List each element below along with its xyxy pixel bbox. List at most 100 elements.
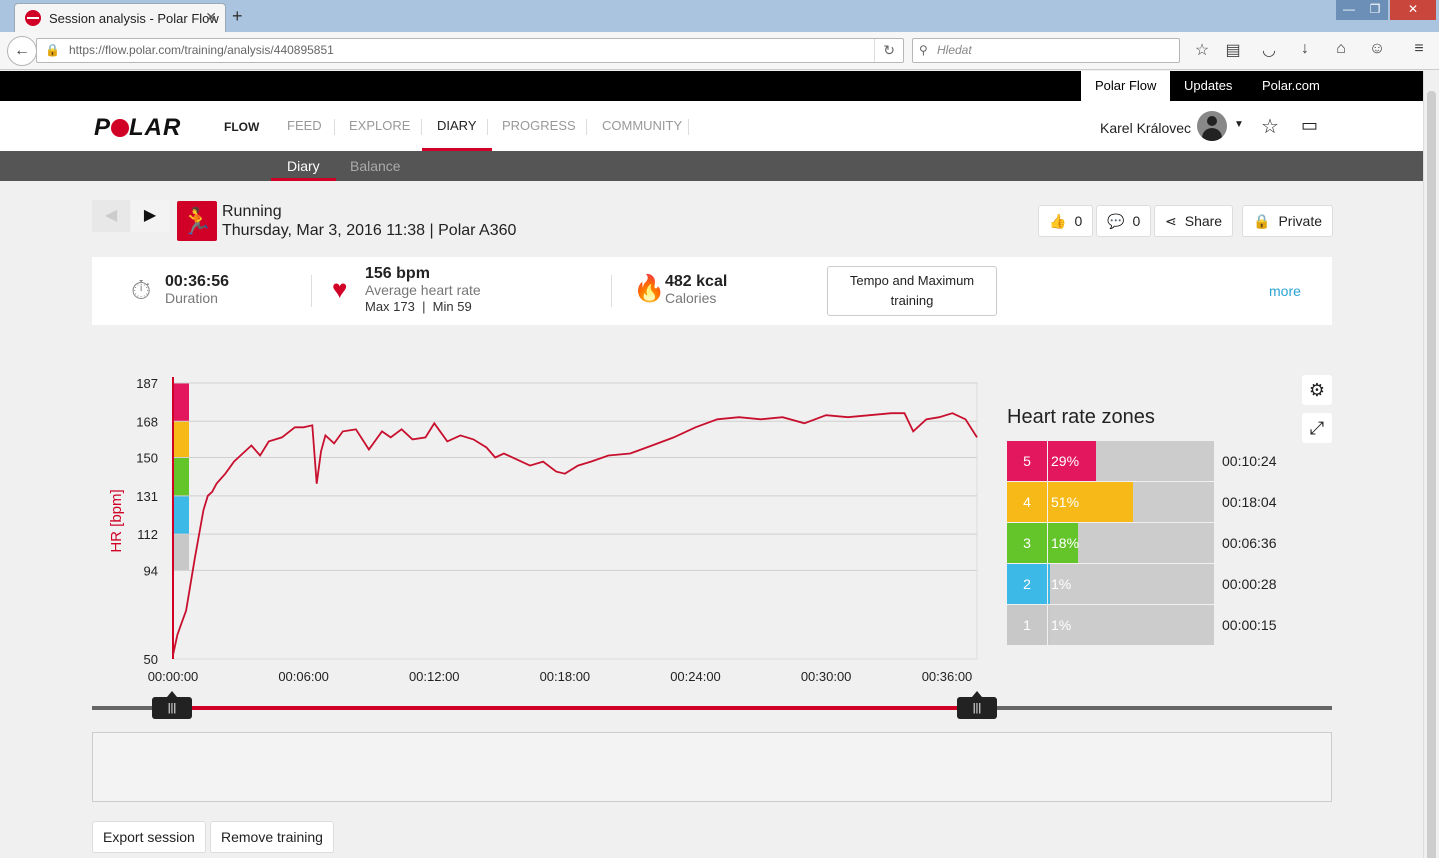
summary-divider (311, 275, 312, 307)
close-tab-icon[interactable]: ✕ (205, 9, 217, 25)
stopwatch-icon: ⏱ (131, 275, 152, 305)
flame-icon: 🔥 (633, 273, 666, 303)
zone-time: 00:18:04 (1222, 494, 1277, 510)
more-link[interactable]: more (1269, 283, 1301, 299)
link-polar-flow[interactable]: Polar Flow (1081, 71, 1171, 101)
avatar[interactable] (1197, 111, 1227, 141)
nav-divider (688, 119, 689, 135)
messages-icon[interactable]: ▭ (1301, 115, 1319, 135)
range-end-handle[interactable]: ||| (957, 691, 997, 719)
y-axis-label: HR [bpm] (108, 489, 125, 552)
zone-number: 3 (1007, 523, 1047, 563)
reading-list-icon[interactable]: ▤ (1225, 42, 1241, 59)
polar-logo[interactable]: P LAR (94, 114, 182, 141)
zone-bar-fill (1048, 441, 1096, 481)
export-session-button[interactable]: Export session (92, 821, 206, 853)
y-tick-label: 187 (136, 376, 158, 391)
y-tick-label: 150 (136, 451, 158, 466)
page-scrollbar[interactable] (1423, 71, 1439, 858)
pocket-icon[interactable]: ◡ (1262, 42, 1276, 59)
scrollbar-thumb[interactable] (1427, 91, 1436, 858)
zone-row-1: 1 1% 00:00:15 (1007, 605, 1277, 645)
nav-diary[interactable]: DIARY (422, 101, 492, 151)
home-icon[interactable]: ⌂ (1336, 40, 1346, 57)
zone-bar-fill (1048, 564, 1050, 604)
previous-session-button[interactable]: ◀ (92, 200, 130, 232)
user-name[interactable]: Karel Královec (1100, 120, 1192, 136)
share-label: Share (1184, 213, 1223, 229)
avg-hr-label: Average heart rate (365, 282, 481, 298)
link-polar-com[interactable]: Polar.com (1262, 78, 1320, 93)
chevron-down-icon[interactable]: ▼ (1234, 119, 1244, 130)
favorites-star-icon[interactable]: ☆ (1261, 116, 1279, 138)
restore-icon[interactable]: ❐ (1362, 0, 1388, 20)
nav-divider (487, 119, 488, 135)
avg-hr-value: 156 bpm (365, 265, 430, 282)
zone-row-3: 3 18% 00:06:36 (1007, 523, 1277, 563)
browser-titlebar: Session analysis - Polar Flow ✕ + — ❐ ✕ (0, 0, 1439, 32)
running-icon: 🏃 (177, 201, 217, 241)
range-selection[interactable] (172, 706, 977, 710)
bookmark-star-icon[interactable]: ☆ (1194, 42, 1210, 59)
subnav-balance[interactable]: Balance (350, 158, 401, 174)
sub-navigation: Diary Balance (0, 151, 1423, 181)
zone-bar-track: 1% (1048, 564, 1214, 604)
comment-button[interactable]: 💬 0 (1096, 205, 1152, 237)
nav-progress[interactable]: PROGRESS (502, 118, 576, 133)
remove-training-button[interactable]: Remove training (210, 821, 334, 853)
calories-value: 482 kcal (665, 273, 728, 290)
x-tick-label: 00:24:00 (670, 669, 721, 684)
share-button[interactable]: ⋖ Share (1154, 205, 1234, 237)
window-close-icon[interactable]: ✕ (1390, 0, 1436, 20)
download-icon[interactable]: ↓ (1301, 40, 1309, 57)
fullscreen-expand-icon[interactable]: ⤢ (1302, 413, 1332, 443)
nav-explore[interactable]: EXPLORE (349, 118, 411, 133)
zone-bar-track: 1% (1048, 605, 1214, 645)
zone-bar-track: 18% (1048, 523, 1214, 563)
zone-row-2: 2 1% 00:00:28 (1007, 564, 1277, 604)
zone-number: 2 (1007, 564, 1047, 604)
new-tab-icon[interactable]: + (232, 6, 243, 26)
browser-tab[interactable]: Session analysis - Polar Flow ✕ (14, 3, 226, 32)
training-benefit-button[interactable]: Tempo and Maximum training (827, 266, 997, 316)
nav-feed[interactable]: FEED (287, 118, 322, 133)
hr-line-chart[interactable]: 187 168 150 131 112 94 50 00:00:00 00:06:00 00:12… (92, 368, 992, 688)
zone-percent: 51% (1051, 494, 1080, 510)
zone-bar-fill (1048, 482, 1133, 522)
sport-name: Running (222, 203, 282, 220)
duration-label: Duration (165, 290, 218, 306)
nav-divider (586, 119, 587, 135)
address-bar[interactable]: 🔒 https://flow.polar.com/training/analys… (36, 38, 904, 63)
reload-icon[interactable]: ↻ (874, 39, 895, 62)
nav-community[interactable]: COMMUNITY (602, 118, 683, 133)
chat-icon[interactable]: ☺ (1368, 40, 1386, 57)
zone-percent: 18% (1051, 535, 1080, 551)
y-tick-label: 94 (144, 563, 158, 578)
link-updates[interactable]: Updates (1184, 78, 1233, 93)
x-tick-label: 00:00:00 (148, 669, 199, 684)
site-header: P LAR FLOW FEED EXPLORE DIARY PROGRESS CO… (0, 101, 1423, 151)
flow-label: FLOW (224, 120, 260, 134)
zone-band (174, 383, 189, 422)
zone-number: 1 (1007, 605, 1047, 645)
zone-time: 00:00:15 (1222, 617, 1277, 633)
privacy-button[interactable]: 🔒 Private (1242, 205, 1334, 237)
zone-percent: 29% (1051, 453, 1080, 469)
range-start-handle[interactable]: ||| (152, 691, 192, 719)
top-links-bar: Polar Flow Updates Polar.com (0, 71, 1423, 101)
subnav-diary[interactable]: Diary (271, 151, 336, 181)
notes-area[interactable] (92, 732, 1332, 802)
nav-divider (334, 119, 335, 135)
menu-icon[interactable]: ≡ (1414, 40, 1424, 57)
y-tick-label: 168 (136, 414, 158, 429)
zone-band (174, 457, 189, 496)
lock-icon: 🔒 (1253, 213, 1271, 229)
like-button[interactable]: 👍 0 (1038, 205, 1094, 237)
back-arrow-icon[interactable]: ← (7, 36, 37, 66)
search-input[interactable]: ⚲ Hledat (912, 38, 1180, 63)
settings-gear-icon[interactable]: ⚙ (1302, 375, 1332, 405)
minimize-icon[interactable]: — (1336, 0, 1362, 20)
next-session-button[interactable]: ▶ (131, 200, 169, 232)
plot-area (172, 382, 978, 660)
zone-percent: 1% (1051, 576, 1072, 592)
